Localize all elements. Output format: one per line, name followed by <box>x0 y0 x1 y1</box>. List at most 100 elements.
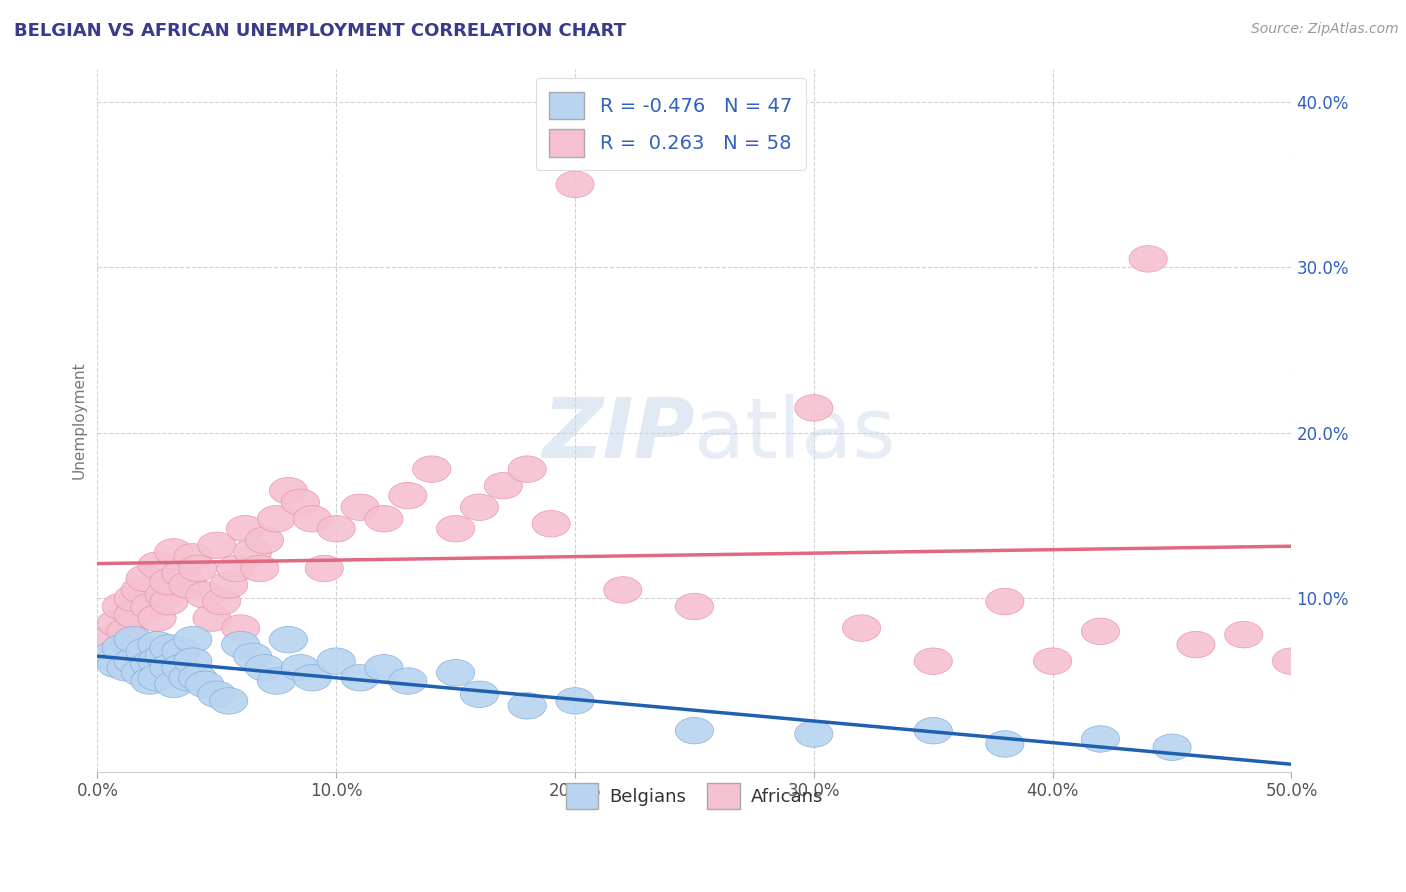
Ellipse shape <box>198 681 236 707</box>
Ellipse shape <box>364 655 404 681</box>
Text: Source: ZipAtlas.com: Source: ZipAtlas.com <box>1251 22 1399 37</box>
Ellipse shape <box>155 671 193 698</box>
Ellipse shape <box>169 572 207 599</box>
Ellipse shape <box>127 566 165 591</box>
Ellipse shape <box>179 665 217 691</box>
Ellipse shape <box>294 506 332 532</box>
Ellipse shape <box>233 539 271 566</box>
Ellipse shape <box>198 532 236 558</box>
Ellipse shape <box>1225 622 1263 648</box>
Ellipse shape <box>209 572 247 599</box>
Ellipse shape <box>209 688 247 714</box>
Ellipse shape <box>131 668 169 694</box>
Ellipse shape <box>179 555 217 582</box>
Ellipse shape <box>150 589 188 615</box>
Ellipse shape <box>169 665 207 691</box>
Ellipse shape <box>436 659 475 686</box>
Text: BELGIAN VS AFRICAN UNEMPLOYMENT CORRELATION CHART: BELGIAN VS AFRICAN UNEMPLOYMENT CORRELAT… <box>14 22 626 40</box>
Ellipse shape <box>986 589 1024 615</box>
Ellipse shape <box>226 516 264 542</box>
Ellipse shape <box>222 615 260 641</box>
Ellipse shape <box>508 692 547 719</box>
Ellipse shape <box>246 655 284 681</box>
Ellipse shape <box>186 582 224 608</box>
Ellipse shape <box>257 506 295 532</box>
Ellipse shape <box>107 655 145 681</box>
Ellipse shape <box>340 494 380 520</box>
Ellipse shape <box>114 648 152 674</box>
Ellipse shape <box>794 394 832 421</box>
Ellipse shape <box>103 635 141 661</box>
Ellipse shape <box>162 560 200 587</box>
Ellipse shape <box>233 643 271 669</box>
Ellipse shape <box>246 527 284 554</box>
Ellipse shape <box>914 717 952 744</box>
Ellipse shape <box>131 651 169 678</box>
Ellipse shape <box>281 489 319 516</box>
Ellipse shape <box>174 626 212 653</box>
Ellipse shape <box>145 643 183 669</box>
Ellipse shape <box>1177 632 1215 658</box>
Text: ZIP: ZIP <box>541 394 695 475</box>
Ellipse shape <box>388 483 427 508</box>
Ellipse shape <box>127 638 165 665</box>
Ellipse shape <box>508 456 547 483</box>
Ellipse shape <box>150 635 188 661</box>
Ellipse shape <box>121 659 159 686</box>
Ellipse shape <box>436 516 475 542</box>
Ellipse shape <box>294 665 332 691</box>
Ellipse shape <box>222 632 260 658</box>
Ellipse shape <box>460 681 499 707</box>
Legend: Belgians, Africans: Belgians, Africans <box>558 776 831 816</box>
Ellipse shape <box>145 582 183 608</box>
Ellipse shape <box>794 721 832 747</box>
Ellipse shape <box>270 626 308 653</box>
Ellipse shape <box>114 626 152 653</box>
Ellipse shape <box>107 618 145 645</box>
Ellipse shape <box>114 601 152 628</box>
Ellipse shape <box>460 494 499 520</box>
Ellipse shape <box>138 648 176 674</box>
Ellipse shape <box>138 665 176 691</box>
Ellipse shape <box>842 615 880 641</box>
Ellipse shape <box>1129 245 1167 272</box>
Ellipse shape <box>131 593 169 620</box>
Ellipse shape <box>555 171 595 198</box>
Ellipse shape <box>1153 734 1191 761</box>
Ellipse shape <box>155 539 193 566</box>
Ellipse shape <box>986 731 1024 757</box>
Ellipse shape <box>257 668 295 694</box>
Ellipse shape <box>484 473 523 499</box>
Ellipse shape <box>121 577 159 603</box>
Ellipse shape <box>281 655 319 681</box>
Ellipse shape <box>675 593 713 620</box>
Ellipse shape <box>675 717 713 744</box>
Ellipse shape <box>162 655 200 681</box>
Ellipse shape <box>603 577 643 603</box>
Y-axis label: Unemployment: Unemployment <box>72 361 86 479</box>
Ellipse shape <box>202 589 240 615</box>
Ellipse shape <box>1081 726 1119 752</box>
Ellipse shape <box>305 555 343 582</box>
Text: atlas: atlas <box>695 394 896 475</box>
Ellipse shape <box>531 510 571 537</box>
Ellipse shape <box>150 568 188 595</box>
Ellipse shape <box>162 638 200 665</box>
Ellipse shape <box>186 671 224 698</box>
Ellipse shape <box>388 668 427 694</box>
Ellipse shape <box>240 555 278 582</box>
Ellipse shape <box>97 651 135 678</box>
Ellipse shape <box>217 555 254 582</box>
Ellipse shape <box>193 605 231 632</box>
Ellipse shape <box>174 543 212 570</box>
Ellipse shape <box>555 688 595 714</box>
Ellipse shape <box>364 506 404 532</box>
Ellipse shape <box>1272 648 1310 674</box>
Ellipse shape <box>150 655 188 681</box>
Ellipse shape <box>1033 648 1071 674</box>
Ellipse shape <box>1081 618 1119 645</box>
Ellipse shape <box>270 477 308 504</box>
Ellipse shape <box>174 648 212 674</box>
Ellipse shape <box>340 665 380 691</box>
Ellipse shape <box>90 626 128 653</box>
